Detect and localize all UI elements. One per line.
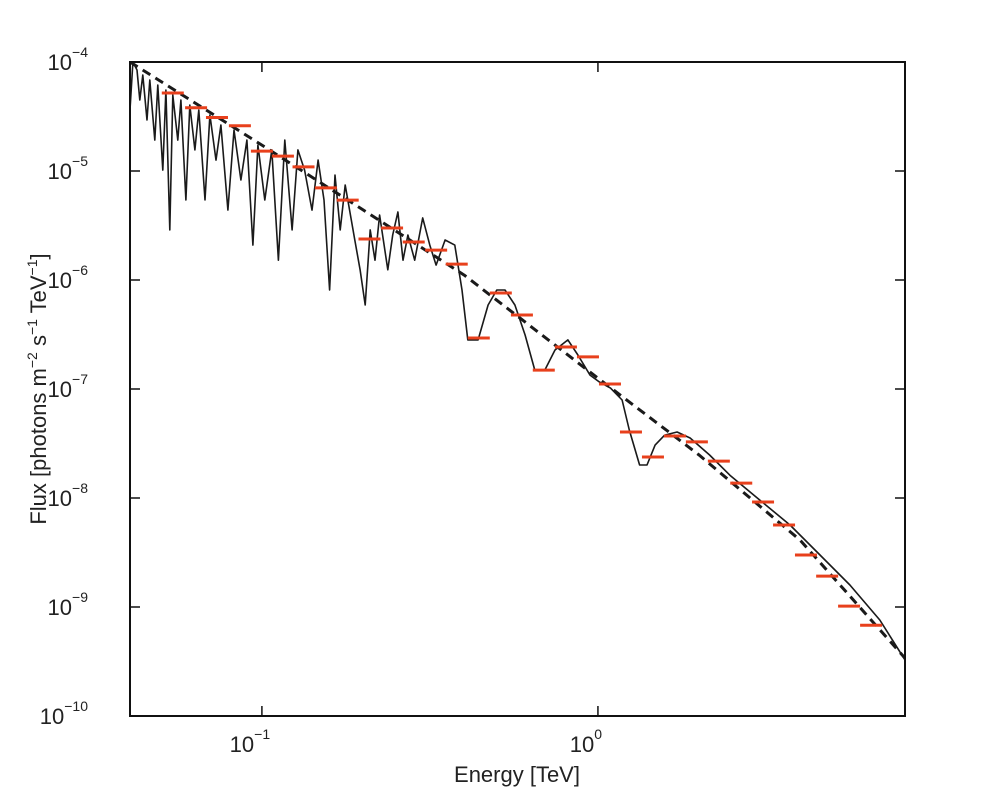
y-tick-exponent: −6 (72, 262, 88, 278)
x-axis-label: Energy [TeV] (454, 762, 580, 787)
x-tick-label: 100 (570, 726, 602, 757)
y-tick-base: 10 (48, 268, 72, 293)
plot-frame (129, 61, 906, 717)
y-tick-exponent: −5 (72, 153, 88, 169)
dashed-line (130, 62, 905, 660)
y-tick-exponent: −7 (72, 371, 88, 387)
plot-area (130, 62, 905, 661)
x-tick-label: 10−1 (230, 726, 271, 757)
y-tick-base: 10 (48, 159, 72, 184)
y-tick-base: 10 (48, 595, 72, 620)
y-tick-exponent: −8 (72, 480, 88, 496)
y-label-text: ] (26, 253, 51, 259)
y-tick-label: 10−4 (48, 44, 89, 75)
y-tick-label: 10−5 (48, 153, 89, 184)
y-tick-exponent: −9 (72, 589, 88, 605)
y-label-superscript: −2 (24, 352, 40, 368)
y-tick-exponent: −4 (72, 44, 88, 60)
x-tick-base: 10 (570, 732, 594, 757)
y-tick-label: 10−10 (40, 698, 88, 729)
x-tick-base: 10 (230, 732, 254, 757)
y-tick-label: 10−6 (48, 262, 89, 293)
y-label-superscript: −1 (24, 259, 40, 275)
x-tick-exponent: 0 (594, 726, 602, 742)
y-label-text: TeV (26, 275, 51, 319)
y-tick-base: 10 (40, 704, 64, 729)
spectrum-line (130, 62, 905, 661)
y-tick-label: 10−7 (48, 371, 89, 402)
y-tick-base: 10 (48, 486, 72, 511)
y-tick-label: 10−8 (48, 480, 89, 511)
y-axis-label: Flux [photons m−2 s−1 TeV−1] (24, 253, 51, 524)
y-tick-base: 10 (48, 50, 72, 75)
x-tick-exponent: −1 (254, 726, 270, 742)
y-tick-base: 10 (48, 377, 72, 402)
y-label-superscript: −1 (24, 319, 40, 335)
y-label-text: Flux [photons m (26, 368, 51, 525)
y-tick-label: 10−9 (48, 589, 89, 620)
y-label-text: s (26, 335, 51, 352)
y-tick-exponent: −10 (64, 698, 88, 714)
